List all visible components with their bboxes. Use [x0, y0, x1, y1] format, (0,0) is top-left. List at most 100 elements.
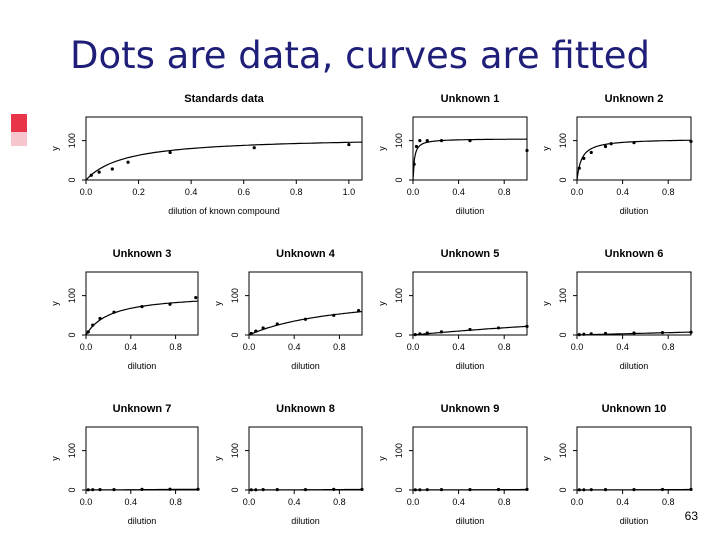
- x-axis-label: dilution: [620, 516, 649, 526]
- x-axis-label: dilution: [291, 361, 320, 371]
- x-tick-label: 1.0: [343, 187, 356, 197]
- y-tick-label: 100: [558, 288, 568, 303]
- data-point: [252, 146, 256, 150]
- plot-frame: [85, 271, 199, 336]
- plot-9: Unknown 8 0.0 0.4 0.8 0 100 dilution y: [213, 403, 364, 526]
- data-point: [168, 302, 172, 306]
- x-tick-label: 0.0: [407, 342, 420, 352]
- data-point: [577, 488, 581, 492]
- data-point: [525, 487, 529, 492]
- data-point: [689, 139, 693, 144]
- data-point: [347, 142, 351, 147]
- data-point: [98, 488, 102, 492]
- x-tick-label: 0.0: [80, 187, 93, 197]
- x-tick-label: 0.0: [571, 497, 584, 507]
- x-tick-label: 0.0: [407, 187, 420, 197]
- plot-title: Unknown 8: [276, 403, 335, 415]
- x-tick-label: 0.0: [243, 342, 256, 352]
- plot-frame: [248, 271, 363, 336]
- data-point: [168, 150, 172, 155]
- data-point: [357, 308, 361, 313]
- data-point: [439, 330, 444, 334]
- x-tick-label: 0.2: [132, 187, 145, 197]
- data-point: [254, 329, 258, 333]
- y-tick-label: 0: [558, 487, 568, 492]
- y-tick-label: 0: [558, 332, 568, 337]
- plot-title: Unknown 10: [602, 403, 667, 415]
- data-point: [660, 331, 665, 335]
- x-tick-label: 0.4: [185, 187, 198, 197]
- plot-frame: [248, 426, 363, 491]
- data-point: [140, 487, 144, 492]
- x-tick-label: 0.8: [333, 497, 346, 507]
- plot-frame: [85, 426, 199, 491]
- x-tick-label: 0.8: [290, 187, 303, 197]
- plot-2: Unknown 1 0.0 0.4 0.8 0 100 dilution y: [377, 93, 529, 216]
- x-tick-label: 0.8: [333, 342, 346, 352]
- x-tick-label: 0.4: [616, 342, 629, 352]
- x-axis-label: dilution: [620, 361, 649, 371]
- data-point: [425, 488, 429, 492]
- y-axis-label: y: [541, 301, 551, 306]
- data-point: [261, 326, 265, 330]
- plot-4: Unknown 3 0.0 0.4 0.8 0 100 dilution y: [50, 248, 199, 371]
- y-axis-label: y: [50, 301, 60, 306]
- plot-title: Unknown 6: [605, 248, 664, 260]
- y-tick-label: 100: [394, 443, 404, 458]
- plot-frame: [85, 116, 363, 181]
- x-axis-label: dilution: [620, 206, 649, 216]
- data-point: [110, 167, 114, 171]
- y-tick-label: 0: [230, 332, 240, 337]
- data-point: [439, 488, 444, 492]
- plot-10: Unknown 9 0.0 0.4 0.8 0 100 dilution y: [377, 403, 529, 526]
- plot-title: Unknown 2: [605, 93, 664, 105]
- y-axis-label: y: [377, 146, 387, 151]
- accent-bar: [9, 112, 29, 148]
- fitted-curve: [576, 139, 692, 181]
- y-axis-label: y: [541, 146, 551, 151]
- data-point: [582, 488, 586, 492]
- data-point: [439, 139, 444, 143]
- x-axis-label: dilution: [456, 516, 485, 526]
- x-tick-label: 0.0: [407, 497, 420, 507]
- x-axis-label: dilution: [128, 516, 157, 526]
- plot-frame: [412, 116, 528, 181]
- plot-frame: [412, 271, 528, 336]
- data-point: [660, 487, 665, 492]
- fitted-curve: [85, 141, 363, 181]
- data-point: [89, 173, 93, 177]
- plot-title: Unknown 7: [113, 403, 172, 415]
- data-point: [609, 142, 613, 146]
- plot-7: Unknown 6 0.0 0.4 0.8 0 100 dilution y: [541, 248, 693, 371]
- x-tick-label: 0.4: [452, 342, 465, 352]
- slide-title: Dots are data, curves are fitted: [69, 34, 650, 77]
- data-point: [249, 331, 253, 336]
- x-tick-label: 0.6: [237, 187, 250, 197]
- data-point: [496, 487, 501, 492]
- data-point: [418, 488, 422, 492]
- data-point: [412, 162, 416, 166]
- y-tick-label: 0: [394, 177, 404, 182]
- x-tick-label: 0.8: [662, 497, 675, 507]
- plot-title: Unknown 9: [441, 403, 500, 415]
- data-point: [525, 324, 529, 328]
- data-point: [332, 487, 336, 492]
- y-tick-label: 0: [67, 487, 77, 492]
- data-point: [689, 487, 693, 492]
- y-axis-label: y: [213, 301, 223, 306]
- data-point: [582, 156, 586, 160]
- data-point: [249, 488, 253, 492]
- y-tick-label: 0: [394, 332, 404, 337]
- data-point: [496, 326, 501, 330]
- data-point: [413, 333, 417, 337]
- data-point: [261, 488, 265, 492]
- data-point: [468, 327, 472, 332]
- plot-title: Unknown 3: [113, 248, 172, 260]
- plot-title: Unknown 4: [276, 248, 336, 260]
- data-point: [577, 333, 581, 337]
- y-axis-label: y: [213, 456, 223, 461]
- x-tick-label: 0.4: [616, 187, 629, 197]
- data-point: [425, 331, 429, 335]
- y-axis-label: y: [377, 301, 387, 306]
- x-tick-label: 0.4: [125, 497, 138, 507]
